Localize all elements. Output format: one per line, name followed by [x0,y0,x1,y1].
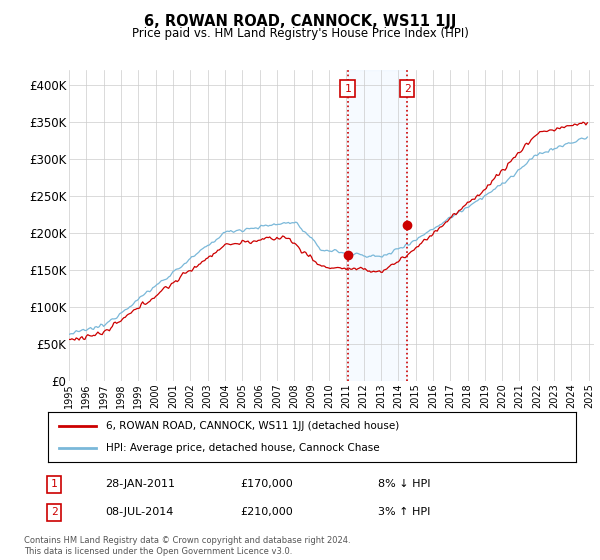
Text: 6, ROWAN ROAD, CANNOCK, WS11 1JJ: 6, ROWAN ROAD, CANNOCK, WS11 1JJ [144,14,456,29]
Text: HPI: Average price, detached house, Cannock Chase: HPI: Average price, detached house, Cann… [106,443,380,453]
Text: Price paid vs. HM Land Registry's House Price Index (HPI): Price paid vs. HM Land Registry's House … [131,27,469,40]
Text: £210,000: £210,000 [240,507,293,517]
Text: 2: 2 [50,507,58,517]
Text: 28-JAN-2011: 28-JAN-2011 [105,479,175,489]
Text: 8% ↓ HPI: 8% ↓ HPI [378,479,431,489]
Text: 2: 2 [404,83,410,94]
Text: 1: 1 [344,83,351,94]
Bar [347,70,407,381]
Text: 1: 1 [50,479,58,489]
Text: £170,000: £170,000 [240,479,293,489]
Text: 08-JUL-2014: 08-JUL-2014 [105,507,173,517]
Text: 6, ROWAN ROAD, CANNOCK, WS11 1JJ (detached house): 6, ROWAN ROAD, CANNOCK, WS11 1JJ (detach… [106,421,400,431]
Text: Contains HM Land Registry data © Crown copyright and database right 2024.
This d: Contains HM Land Registry data © Crown c… [24,536,350,556]
Text: 3% ↑ HPI: 3% ↑ HPI [378,507,430,517]
